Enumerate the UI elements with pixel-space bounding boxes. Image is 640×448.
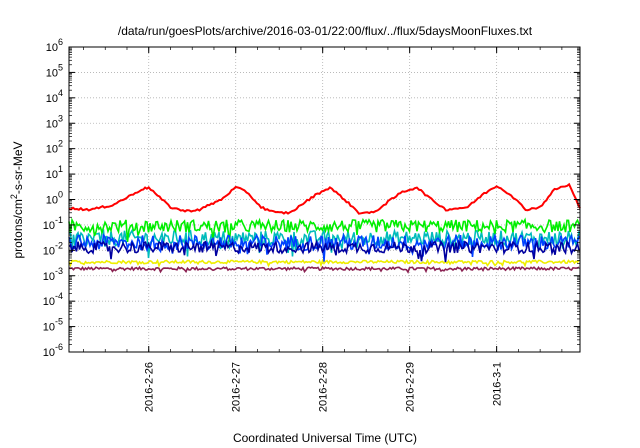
series-line-red [68,182,581,215]
x-tick-label: 2016-3-1 [492,362,504,406]
y-tick-label: 106 [46,37,63,54]
y-tick-label: 103 [46,113,63,130]
chart-title: /data/run/goesPlots/archive/2016-03-01/2… [118,24,533,38]
series-line-3 [68,232,580,262]
y-tick-label: 100 [46,190,63,207]
series-line-4 [68,238,580,263]
x-axis: 2016-2-26 2016-2-27 2016-2-28 2016-2-29 2016… [83,47,563,412]
x-tick-label: 2016-2-29 [405,362,417,412]
y-tick-label: 10-4 [43,291,63,308]
y-tick-label: 10-2 [43,240,63,257]
y-tick-label: 10-6 [43,342,63,359]
y-axis-label-base: protons/cm [11,199,25,258]
x-tick-label: 2016-2-27 [231,362,243,412]
y-tick-label: 104 [46,88,63,105]
y-tick-label: 10-5 [43,317,63,334]
x-tick-label: 2016-2-28 [318,362,330,412]
x-axis-label: Coordinated Universal Time (UTC) [233,431,417,445]
y-tick-label: 101 [46,164,63,181]
y-axis-label-sup: 2 [9,194,19,199]
y-tick-label: 10-1 [43,215,63,232]
y-tick-label: 105 [46,62,63,79]
y-axis-label-rest: -s-sr-MeV [11,141,25,194]
y-axis-label: protons/cm2-s-sr-MeV [9,141,25,258]
series-layer [68,182,581,274]
y-axis: 10-6 10-5 10-4 10-3 10-2 10-1 100 101 102 103 104 1… [43,37,580,359]
y-tick-label: 10-3 [43,266,63,283]
series-line-5 [68,258,580,268]
x-tick-label: 2016-2-26 [144,362,156,412]
grid [69,47,580,352]
series-line-6 [68,265,580,274]
series-line-1 [68,217,580,242]
y-tick-label: 102 [46,139,63,156]
